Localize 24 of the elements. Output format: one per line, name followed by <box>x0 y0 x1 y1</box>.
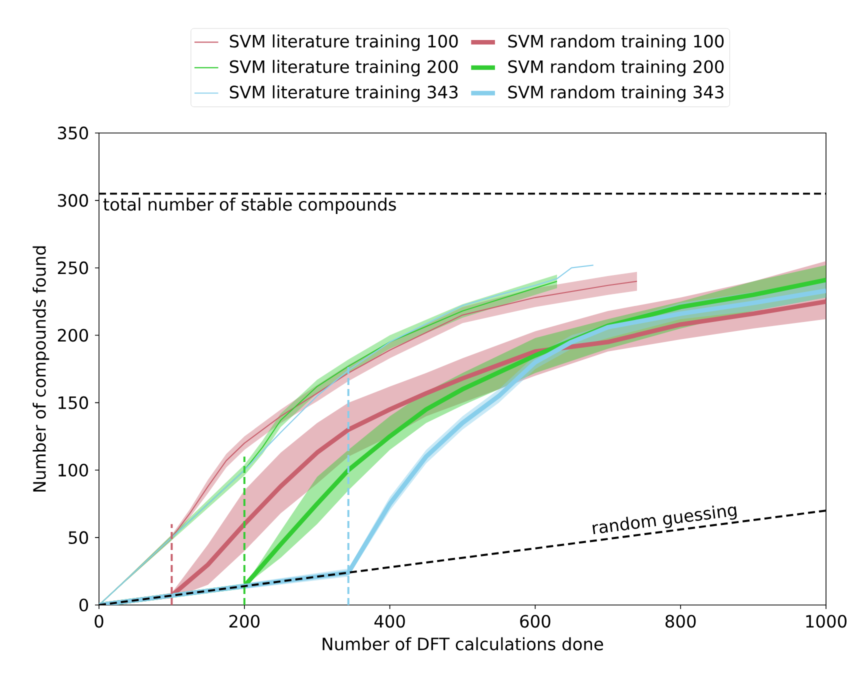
ref-line-label: total number of stable compounds <box>103 198 396 214</box>
x-tick-label: 800 <box>666 614 696 628</box>
y-axis-title: Number of compounds found <box>32 246 50 492</box>
legend-label: SVM literature training 100 <box>230 34 458 51</box>
legend-label: SVM literature training 343 <box>230 85 458 102</box>
y-tick-label: 250 <box>58 261 88 274</box>
x-tick-label: 200 <box>229 614 260 628</box>
y-tick-label: 100 <box>58 464 88 477</box>
legend-label: SVM random training 100 <box>508 34 724 51</box>
x-tick-label: 1000 <box>806 614 846 628</box>
text: random guessing <box>592 506 737 534</box>
legend-label: SVM literature training 200 <box>230 60 458 76</box>
y-tick-label: 50 <box>68 531 88 544</box>
x-tick-label: 0 <box>94 614 104 628</box>
y-tick-label: 350 <box>58 126 88 140</box>
y-tick-label: 150 <box>58 396 88 410</box>
y-tick-label: 200 <box>58 328 88 342</box>
x-tick-label: 600 <box>520 614 550 628</box>
x-tick-label: 400 <box>374 614 405 628</box>
y-tick-label: 300 <box>58 194 88 207</box>
legend-label: SVM random training 200 <box>508 60 724 76</box>
x-axis-title: Number of DFT calculations done <box>322 637 604 650</box>
y-tick-label: 0 <box>79 598 88 612</box>
legend-label: SVM random training 343 <box>508 85 724 102</box>
